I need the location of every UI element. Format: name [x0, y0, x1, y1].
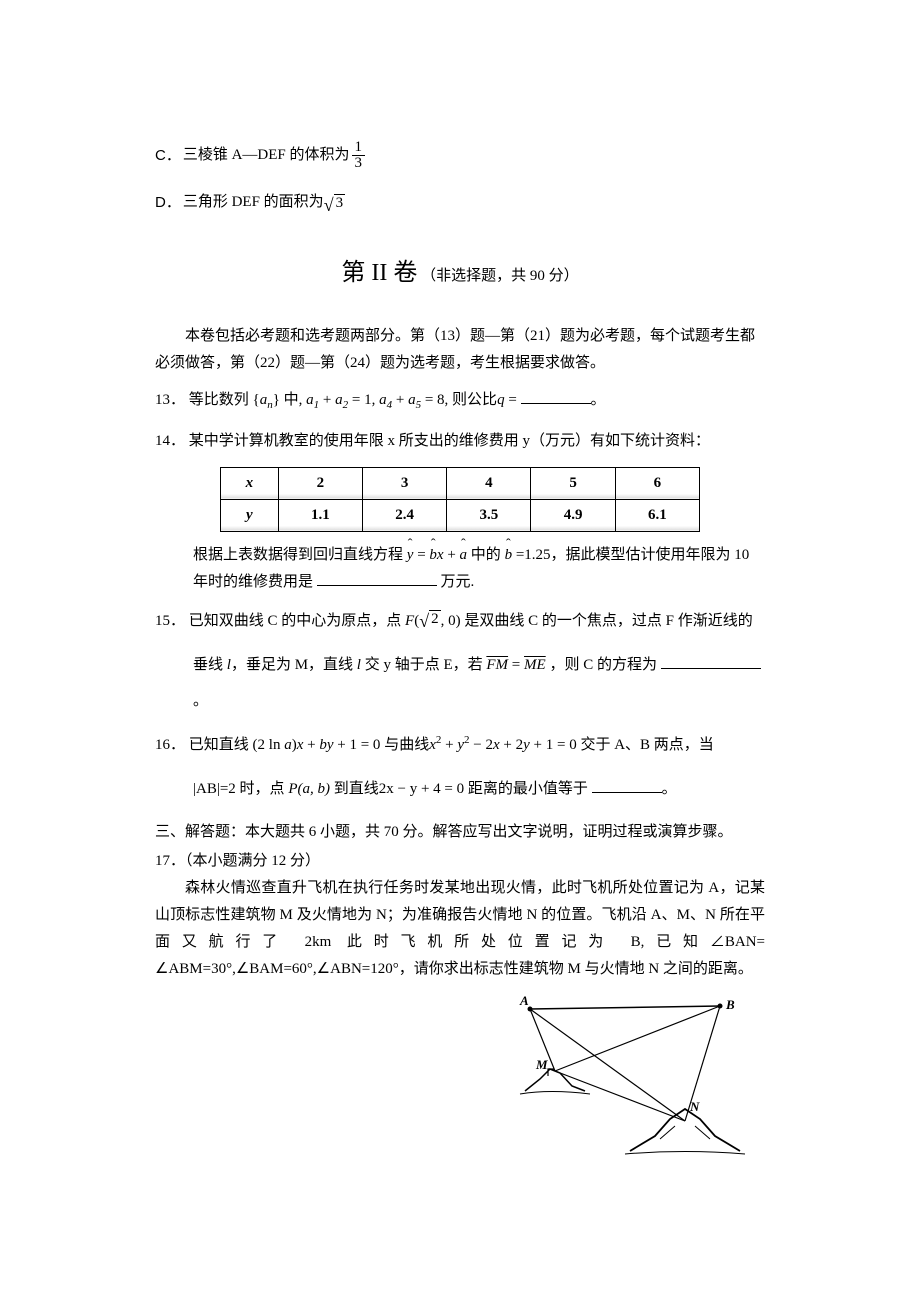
question-15: 15． 已知双曲线 C 的中心为原点，点 F(√2, 0) 是双曲线 C 的一个… — [155, 608, 765, 635]
q17-figure-wrap: A B M N — [155, 991, 765, 1166]
q13-blank — [521, 389, 591, 404]
sqrt-2: √2 — [419, 610, 440, 628]
question-17-body: 森林火情巡查直升飞机在执行任务时发某地出现火情，此时飞机所处位置记为 A，记某山… — [155, 875, 765, 983]
q15-continuation: 垂线 l，垂足为 M，直线 l 交 y 轴于点 E，若 FM = ME ，则 C… — [155, 647, 765, 719]
q15-blank — [661, 654, 761, 669]
question-17-head: 17．（本小题满分 12 分） — [155, 848, 765, 875]
q17-figure: A B M N — [510, 991, 755, 1166]
svg-text:A: A — [519, 993, 529, 1008]
table-row: x 2 3 4 5 6 — [221, 467, 700, 499]
option-d-letter: D． — [155, 189, 181, 216]
q16-continuation: |AB|=2 时，点 P(a, b) 到直线2x − y + 4 = 0 距离的… — [155, 771, 765, 807]
option-c: C． 三棱锥 A—DEF 的体积为 1 3 — [155, 140, 765, 171]
q14-blank — [317, 571, 437, 586]
svg-text:M: M — [535, 1057, 548, 1072]
q14-continuation: 根据上表数据得到回归直线方程 y = bx + a 中的 b =1.25，据此模… — [155, 542, 765, 596]
option-c-text: 三棱锥 A—DEF 的体积为 — [183, 142, 350, 169]
question-14: 14． 某中学计算机教室的使用年限 x 所支出的维修费用 y（万元）有如下统计资… — [155, 428, 765, 455]
section-3-heading: 三、解答题：本大题共 6 小题，共 70 分。解答应写出文字说明，证明过程或演算… — [155, 819, 765, 846]
option-c-letter: C． — [155, 142, 181, 169]
question-13: 13． 等比数列 {an} 中, a1 + a2 = 1, a4 + a5 = … — [155, 387, 765, 416]
section-2-sub: （非选择题，共 90 分） — [421, 268, 579, 284]
svg-text:B: B — [725, 997, 735, 1012]
svg-text:N: N — [689, 1099, 700, 1114]
q16-blank — [592, 778, 662, 793]
q14-table: x 2 3 4 5 6 y 1.1 2.4 3.5 4.9 6.1 — [220, 467, 700, 532]
section-2-title: 第 II 卷 （非选择题，共 90 分） — [155, 252, 765, 295]
section-2-intro: 本卷包括必考题和选考题两部分。第（13）题—第（21）题为必考题，每个试题考生都… — [155, 323, 765, 377]
section-2-main: 第 II 卷 — [341, 260, 417, 286]
option-d-text: 三角形 DEF 的面积为 — [183, 189, 324, 216]
table-row: y 1.1 2.4 3.5 4.9 6.1 — [221, 499, 700, 531]
sqrt-3: √ 3 — [324, 194, 345, 212]
fraction-1-3: 1 3 — [352, 140, 366, 171]
question-16: 16． 已知直线 (2 ln a)x + by + 1 = 0 与曲线x2 + … — [155, 731, 765, 759]
option-d: D． 三角形 DEF 的面积为 √ 3 — [155, 189, 765, 216]
